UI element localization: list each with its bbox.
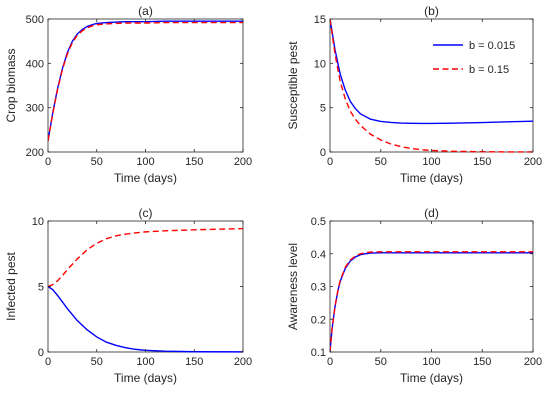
- x-tick-label: 200: [234, 156, 252, 168]
- y-tick-label: 0.5: [311, 216, 326, 228]
- x-tick-label: 150: [185, 156, 203, 168]
- x-tick-label: 100: [136, 356, 154, 368]
- plot-frame: [47, 220, 244, 353]
- x-axis-label: Time (days): [114, 171, 177, 185]
- y-tick-label: 5: [38, 282, 44, 294]
- y-tick-label: 500: [26, 14, 44, 26]
- x-tick-label: 200: [524, 156, 542, 168]
- chart-title: (b): [424, 4, 439, 18]
- y-tick-label: 5: [320, 103, 326, 115]
- chart-title: (a): [138, 4, 153, 18]
- x-tick-label: 150: [473, 356, 491, 368]
- series-line-1: [48, 285, 243, 353]
- y-tick-label: 300: [26, 103, 44, 115]
- x-tick-label: 100: [136, 156, 154, 168]
- chart-title: (c): [139, 206, 153, 220]
- x-tick-label: 50: [375, 156, 387, 168]
- x-tick-label: 50: [91, 156, 103, 168]
- y-tick-label: 400: [26, 58, 44, 70]
- x-tick-label: 100: [422, 156, 440, 168]
- chart-panel-4: 0 50 100 150 200 0.1 0.2 0.3 0.4 0.5 (d) Time (days…: [286, 206, 542, 385]
- x-tick-label: 0: [327, 156, 333, 168]
- y-tick-label: 0: [320, 147, 326, 159]
- legend: b = 0.015 b = 0.15: [433, 40, 515, 76]
- x-tick-label: 0: [45, 156, 51, 168]
- y-tick-label: 0.2: [311, 314, 326, 326]
- plot-frame: [329, 220, 534, 353]
- x-tick-label: 50: [375, 356, 387, 368]
- y-tick-label: 0.1: [311, 347, 326, 359]
- y-tick-label: 0: [38, 347, 44, 359]
- chart-panel-3: 0 50 100 150 200 0 5 10 (c) Time (days) Infected p…: [4, 206, 252, 385]
- y-axis-label: Susceptible pest: [286, 41, 300, 130]
- plot-frame: [47, 18, 244, 153]
- series-line-2: [330, 251, 533, 353]
- legend-label-1: b = 0.015: [469, 40, 515, 52]
- series-line-2: [48, 21, 243, 142]
- y-axis-label: Awareness level: [286, 243, 300, 330]
- legend-label-2: b = 0.15: [469, 64, 509, 76]
- x-tick-label: 0: [327, 356, 333, 368]
- chart-panel-2: 0 50 100 150 200 0 5 10 15 (b) Time (days) Suscepti…: [286, 4, 542, 185]
- y-tick-label: 0.4: [311, 249, 326, 261]
- x-tick-label: 200: [234, 356, 252, 368]
- series-line-2: [330, 18, 533, 153]
- x-axis-label: Time (days): [400, 171, 463, 185]
- x-tick-label: 150: [473, 156, 491, 168]
- chart-panel-1: 0 50 100 150 200 200 300 400 500 (a) Time (days) Cr…: [4, 4, 252, 185]
- y-tick-label: 10: [314, 58, 326, 70]
- y-tick-label: 200: [26, 147, 44, 159]
- plot-frame: [329, 18, 534, 153]
- series-line-1: [330, 18, 533, 125]
- y-tick-label: 0.3: [311, 282, 326, 294]
- x-axis-label: Time (days): [114, 371, 177, 385]
- x-axis-label: Time (days): [400, 371, 463, 385]
- series-line-2: [48, 227, 243, 288]
- chart-title: (d): [424, 206, 439, 220]
- x-tick-label: 50: [91, 356, 103, 368]
- y-tick-label: 15: [314, 14, 326, 26]
- x-tick-label: 200: [524, 356, 542, 368]
- x-tick-label: 100: [422, 356, 440, 368]
- x-tick-label: 0: [45, 356, 51, 368]
- y-axis-label: Infected pest: [4, 251, 18, 320]
- y-axis-label: Crop biomass: [4, 48, 18, 122]
- x-tick-label: 150: [185, 356, 203, 368]
- y-tick-label: 10: [32, 216, 44, 228]
